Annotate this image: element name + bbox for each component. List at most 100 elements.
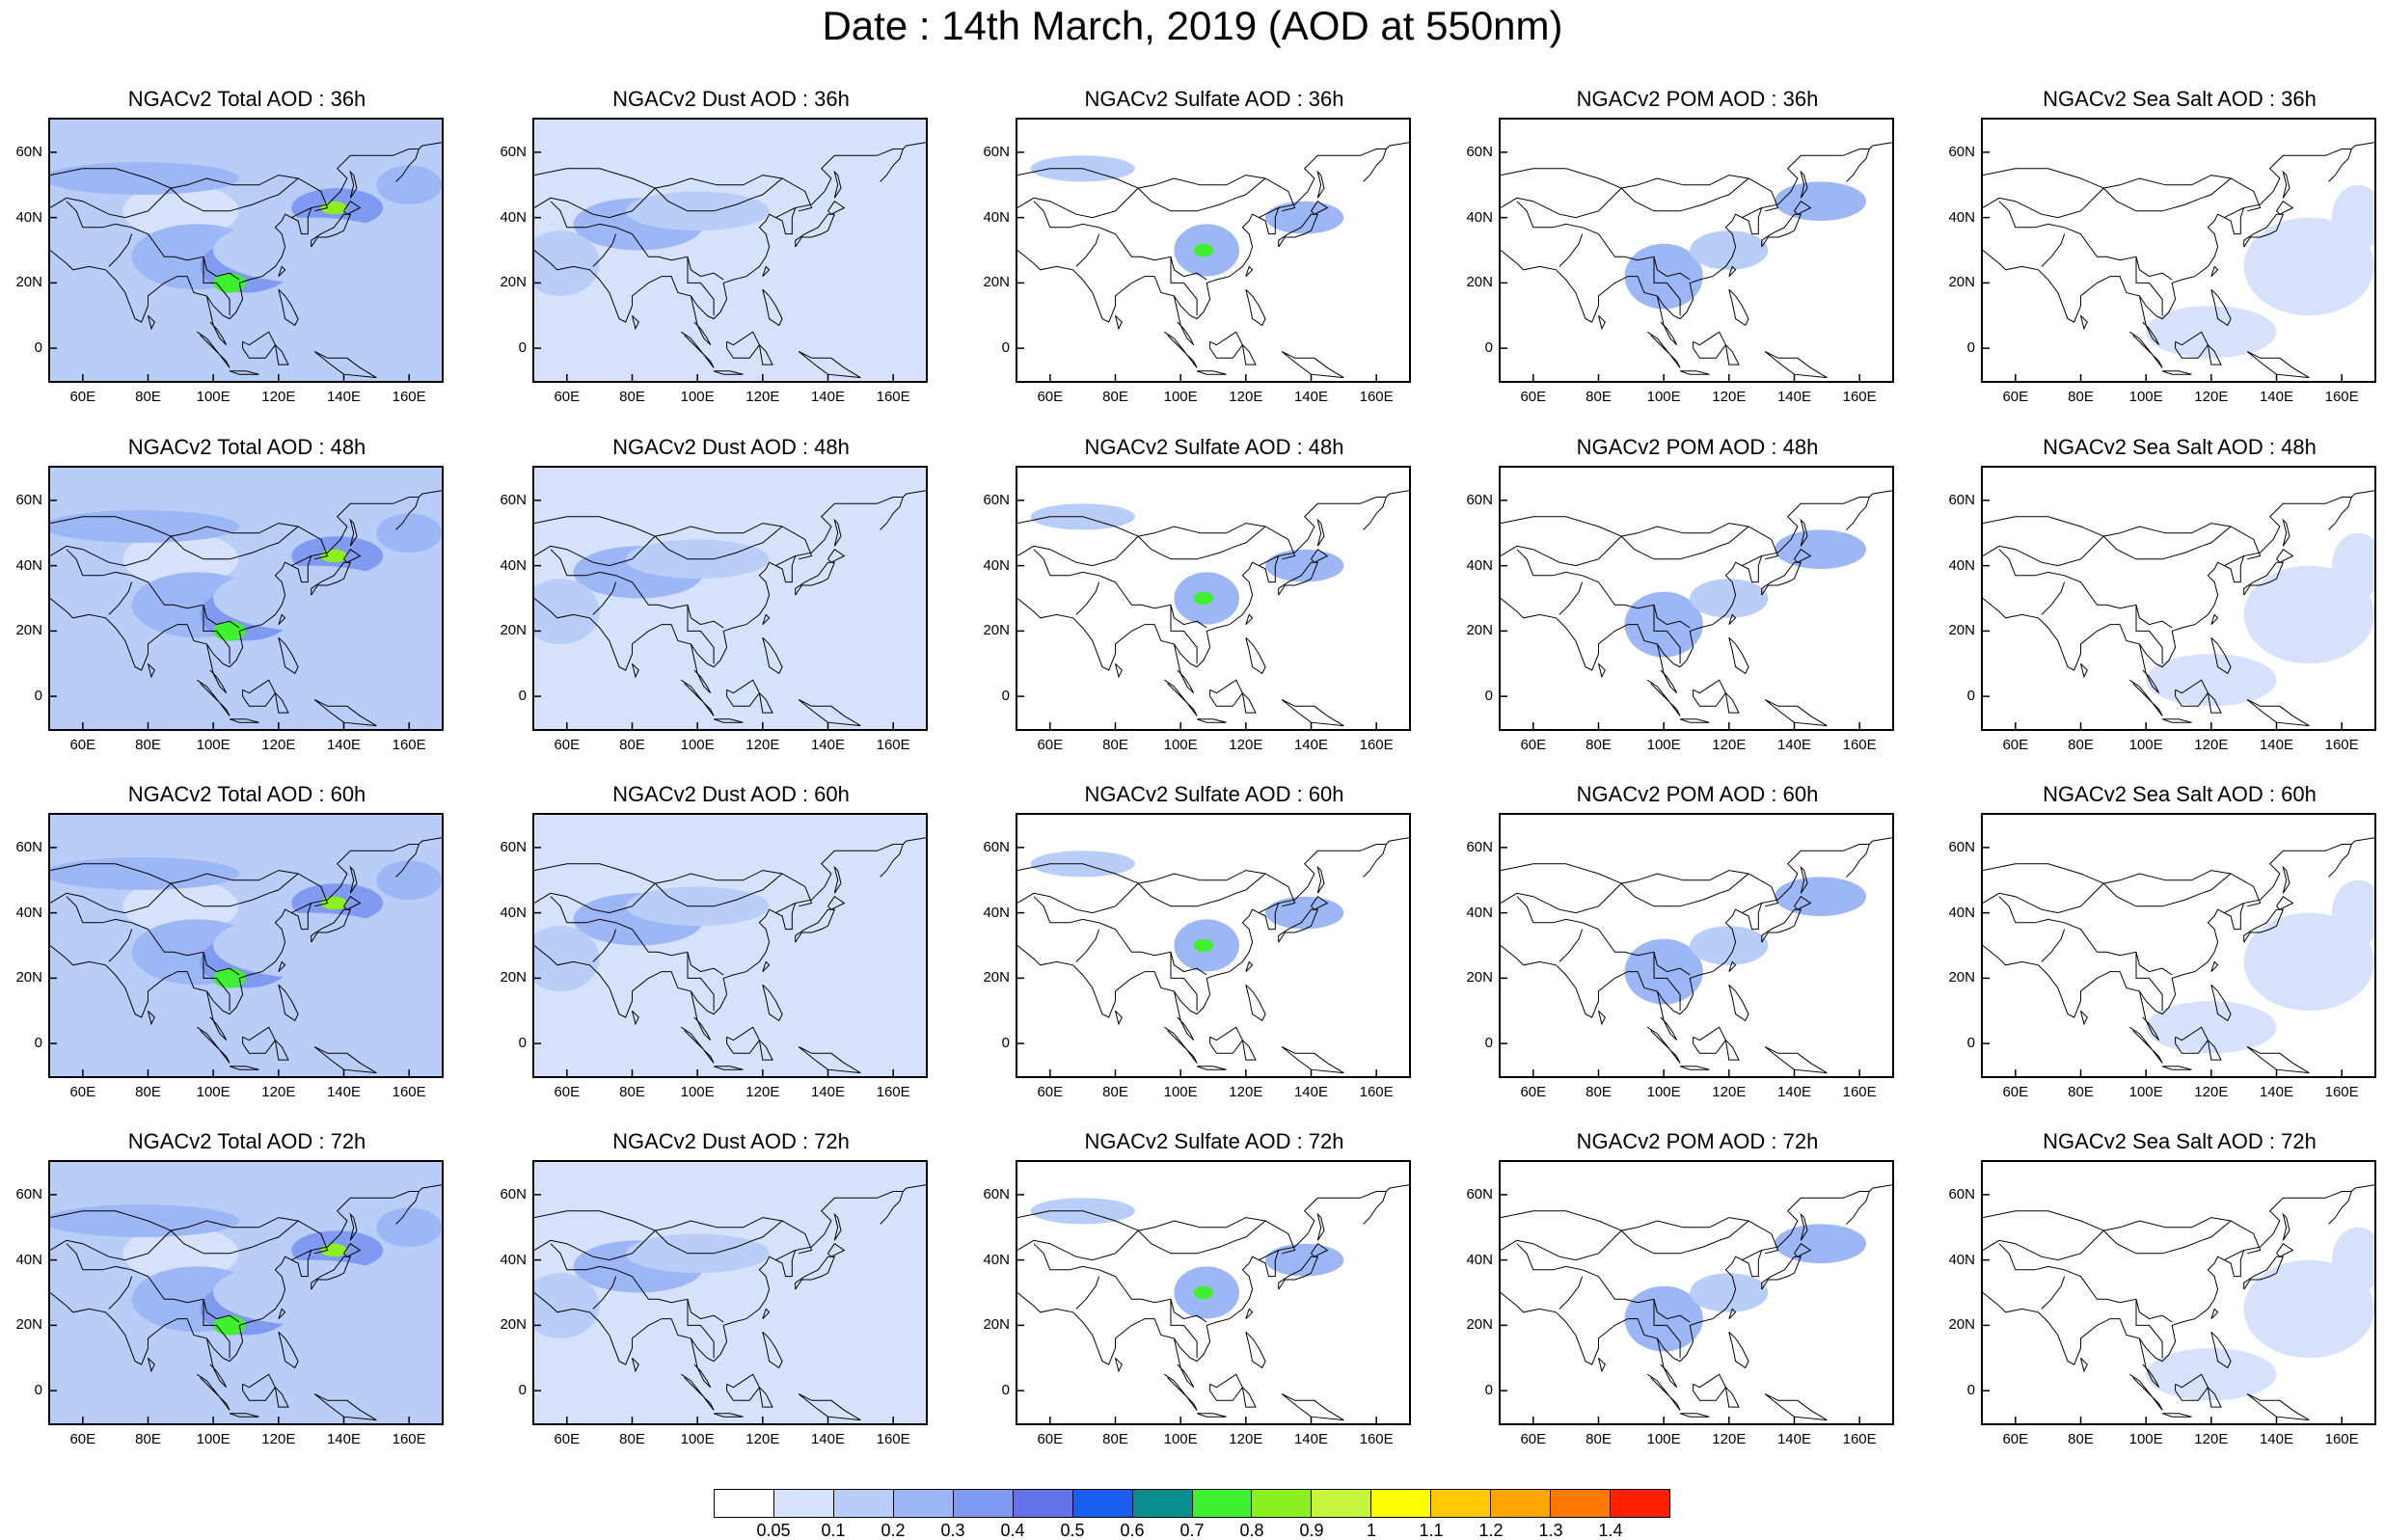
coastline <box>1501 1184 1892 1365</box>
coastline <box>1794 896 1812 910</box>
coastline <box>534 863 656 884</box>
y-tick-label: 40N <box>15 904 42 921</box>
coastline <box>1138 523 1266 537</box>
coastline <box>1164 331 1198 368</box>
y-tick-label: 40N <box>983 904 1010 921</box>
coastline <box>1501 1220 1779 1261</box>
colorbar-swatch <box>715 1490 774 1517</box>
aod-low-region <box>122 1226 239 1281</box>
map-frame <box>48 118 444 383</box>
coastline <box>2207 692 2222 714</box>
coastline <box>229 370 259 375</box>
aod-plume <box>2332 532 2374 599</box>
aod-plume <box>376 860 442 901</box>
coastline <box>2282 1212 2290 1241</box>
y-tick-label: 0 <box>518 1035 527 1052</box>
aod-plume <box>1265 1243 1344 1277</box>
coastline <box>1742 1250 1762 1261</box>
coastline <box>395 1191 420 1225</box>
coastline <box>278 636 299 675</box>
x-tick-label: 140E <box>1776 1084 1812 1100</box>
coastline <box>343 896 362 910</box>
coastline <box>2041 581 2066 615</box>
coastline <box>1679 718 1710 723</box>
map-frame <box>1499 466 1894 731</box>
y-tick-label: 20N <box>15 969 42 986</box>
coastline <box>687 257 715 316</box>
coastline <box>1245 288 1266 327</box>
coastline <box>1170 952 1198 1012</box>
coastline <box>534 1210 656 1231</box>
x-tick-label: 60E <box>554 1084 581 1100</box>
coastline <box>1170 257 1198 316</box>
panel-title: NGACv2 Dust AOD : 72h <box>612 1129 850 1153</box>
coastline <box>2103 175 2232 189</box>
y-tick-label: 0 <box>1966 1035 1975 1052</box>
aod-plume <box>534 926 600 991</box>
coastline <box>534 142 926 323</box>
y-tick-label: 60N <box>983 491 1010 508</box>
y-tick-label: 0 <box>34 1035 42 1052</box>
y-tick-label: 20N <box>983 622 1010 639</box>
coastline <box>343 201 362 215</box>
coastline <box>395 844 420 878</box>
map-frame <box>1016 466 1411 731</box>
coastline <box>50 177 329 219</box>
coastline <box>2210 984 2232 1022</box>
coastline <box>2175 331 2209 359</box>
coastline <box>1800 1212 1808 1241</box>
x-tick-label: 140E <box>810 1084 846 1100</box>
x-tick-label: 60E <box>2002 389 2029 405</box>
coastline <box>1033 1243 1051 1270</box>
x-tick-label: 60E <box>2002 1084 2029 1100</box>
coastline <box>1196 1066 1227 1070</box>
x-tick-label: 80E <box>2068 1084 2094 1100</box>
coastline <box>1558 581 1584 615</box>
coastline <box>1656 295 1678 346</box>
coastline <box>1245 984 1266 1022</box>
coastline <box>2080 314 2088 331</box>
coastline <box>2282 518 2290 547</box>
coastline <box>2161 1066 2192 1070</box>
coastline <box>2207 344 2222 365</box>
coastline <box>566 223 724 281</box>
x-tick-label: 140E <box>2259 1431 2294 1447</box>
coastline <box>2282 865 2290 894</box>
x-tick-label: 120E <box>261 389 296 405</box>
x-tick-label: 60E <box>1037 737 1064 753</box>
aod-plume <box>2146 1001 2277 1054</box>
coastline <box>566 918 724 976</box>
coastline <box>1516 896 1534 923</box>
coastline <box>1281 1046 1344 1074</box>
coastline <box>1115 662 1123 679</box>
x-tick-label: 140E <box>2259 389 2294 405</box>
coastline <box>827 1243 846 1257</box>
coastline <box>1532 571 1691 629</box>
coastline <box>1245 265 1254 277</box>
y-tick-label: 40N <box>1466 556 1493 574</box>
x-tick-label: 80E <box>1102 389 1128 405</box>
coastline <box>1075 929 1100 962</box>
aod-plume <box>376 513 442 554</box>
coastline <box>1983 1220 2262 1261</box>
coastline <box>1049 223 1207 281</box>
y-tick-label: 20N <box>1948 969 1975 986</box>
coastline <box>534 837 926 1018</box>
coastline <box>1316 170 1325 199</box>
x-tick-label: 100E <box>1646 737 1681 753</box>
colorbar-label: 0.8 <box>1239 1521 1264 1540</box>
panel-title: NGACv2 Sulfate AOD : 48h <box>1084 435 1344 459</box>
x-tick-label: 60E <box>1520 737 1547 753</box>
coastline <box>50 863 172 884</box>
aod-plume <box>2146 1348 2277 1401</box>
coastline <box>880 497 904 530</box>
coastline <box>1017 516 1139 537</box>
y-tick-label: 40N <box>1948 1251 1975 1268</box>
coastline <box>1241 1387 1257 1408</box>
coastline <box>687 605 715 664</box>
coastline <box>690 990 712 1041</box>
coastline <box>798 699 861 727</box>
y-tick-label: 0 <box>34 688 42 705</box>
coastline <box>311 213 352 248</box>
y-tick-label: 20N <box>500 622 527 639</box>
